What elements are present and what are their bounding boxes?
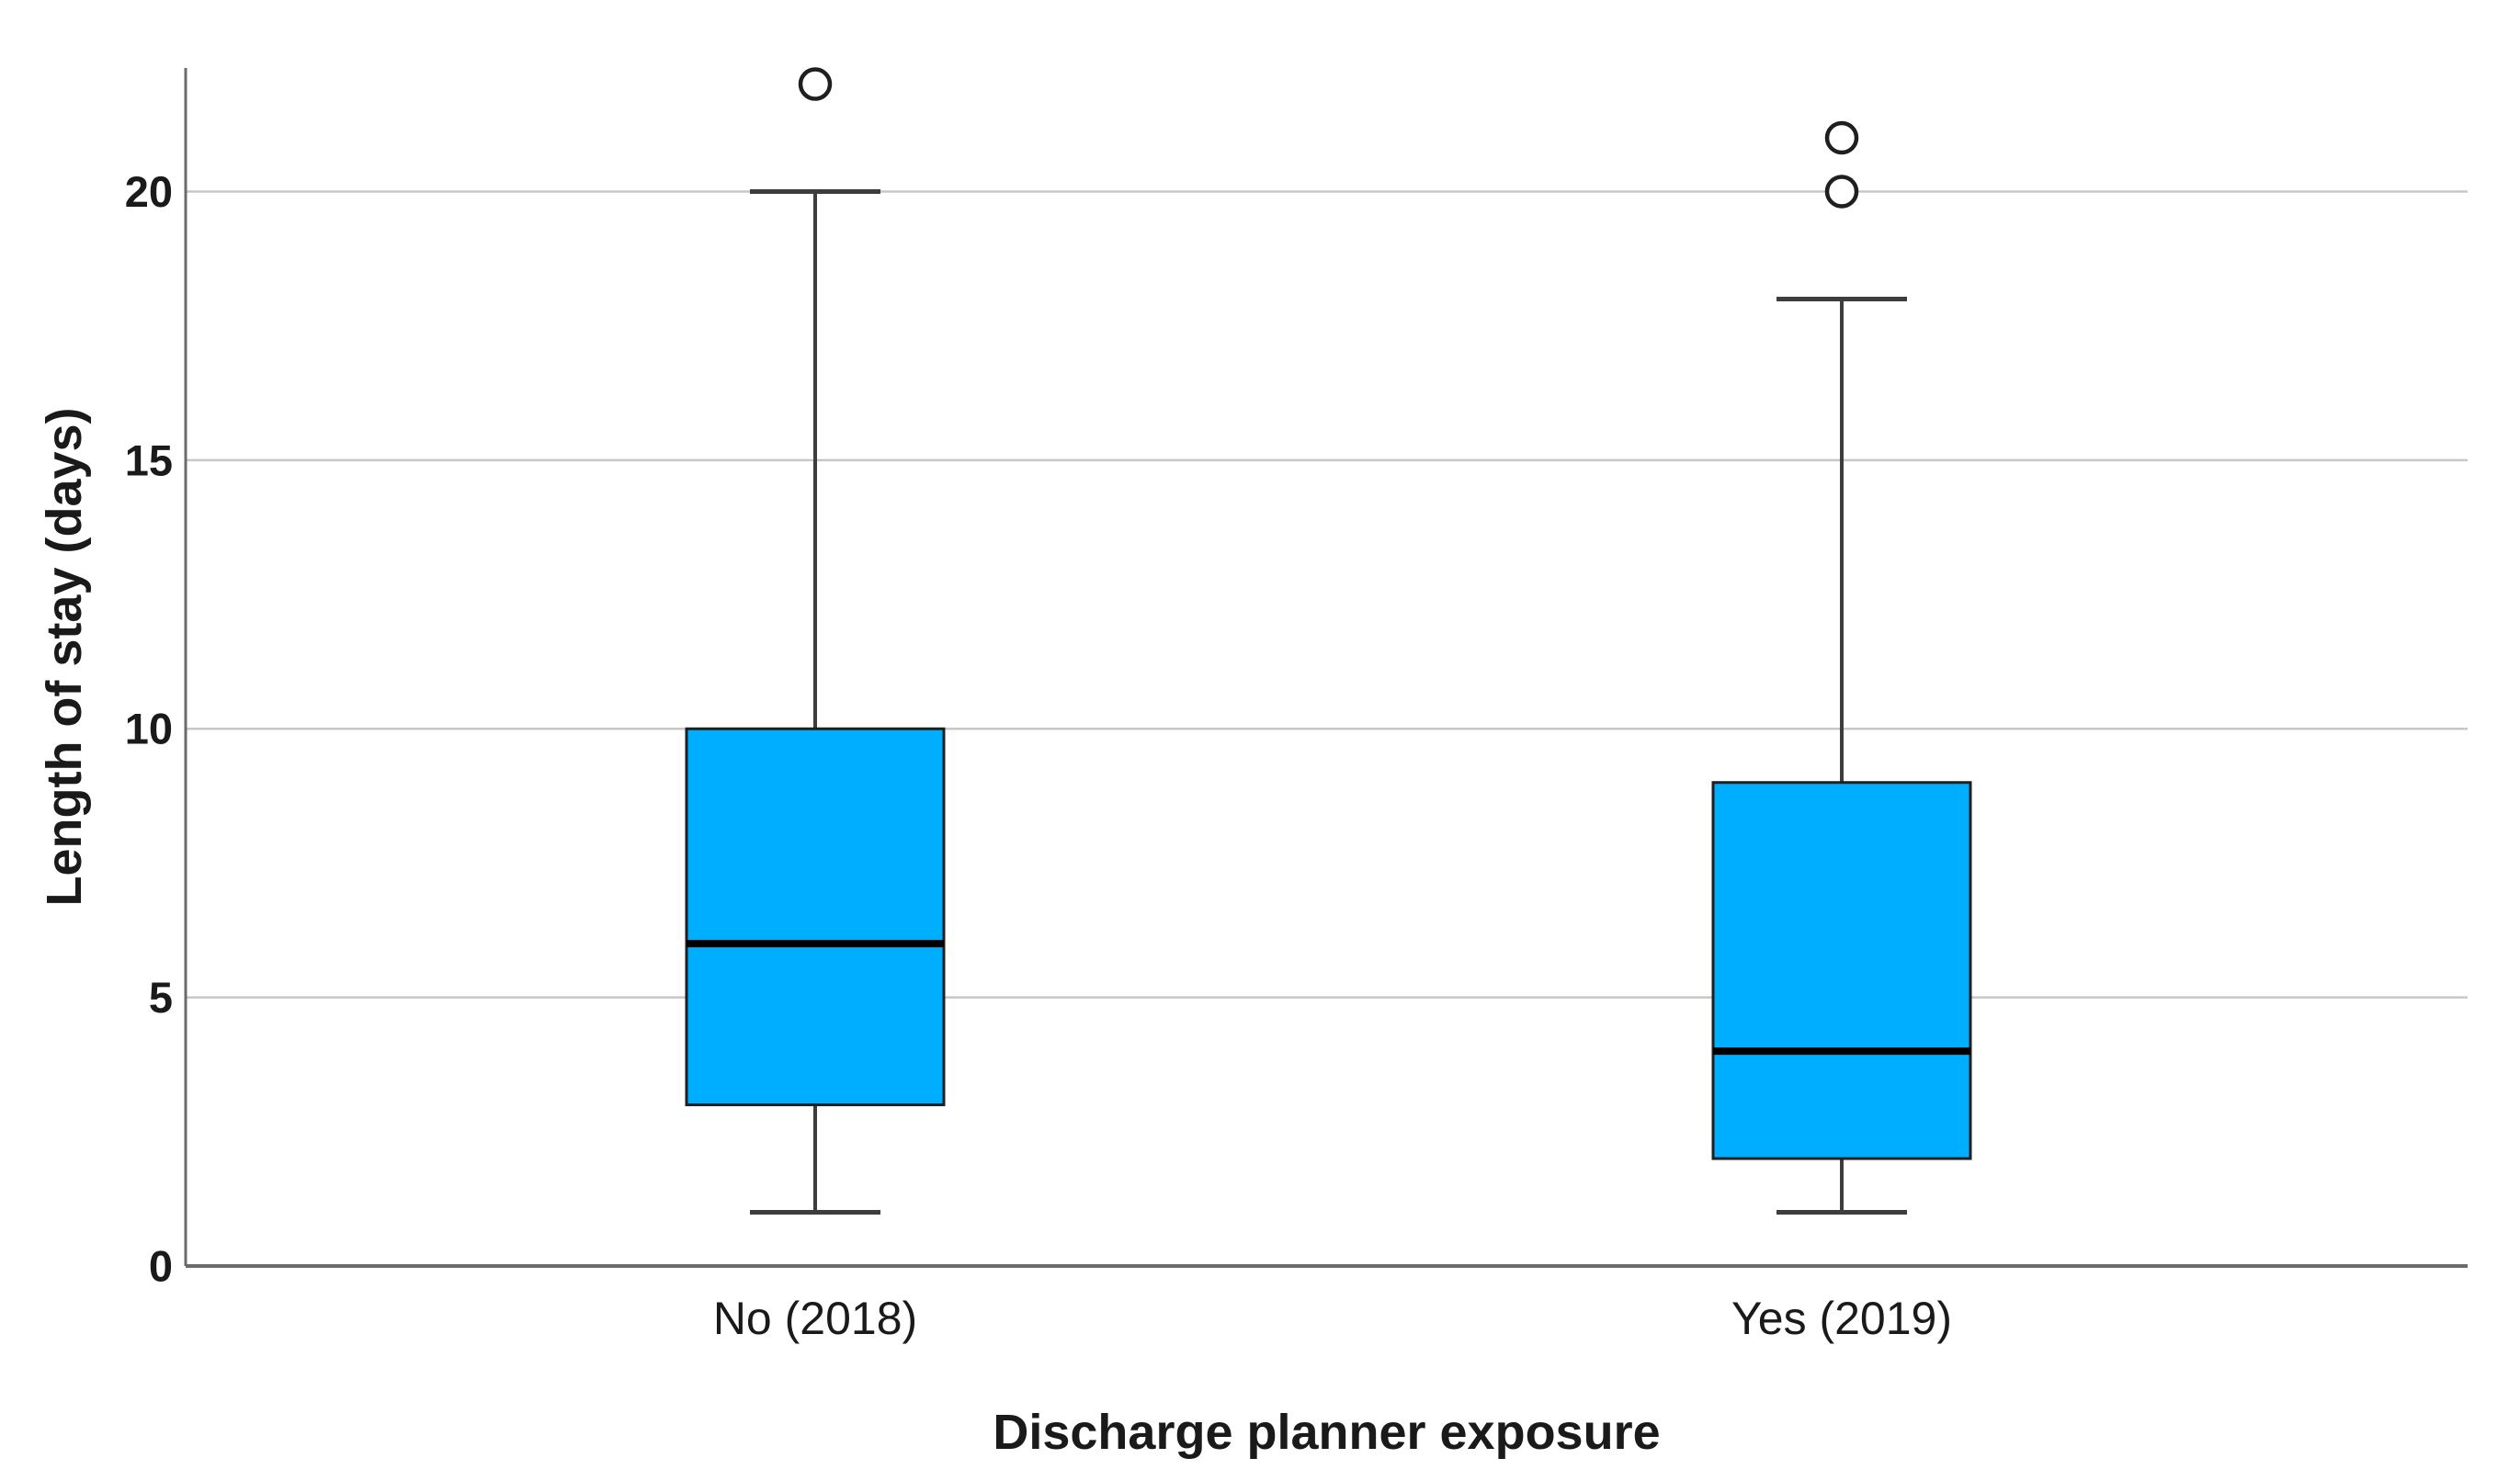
iqr-box-0: [685, 727, 946, 1107]
y-tick-label-0: 0: [149, 1242, 173, 1291]
x-category-label-1: Yes (2019): [1731, 1293, 1952, 1344]
iqr-box-1: [1711, 781, 1972, 1160]
y-axis-title: Length of stay (days): [37, 407, 92, 907]
y-tick-label-20: 20: [125, 167, 173, 216]
outlier-point: [1824, 175, 1859, 209]
y-tick-label-5: 5: [149, 973, 173, 1022]
y-tick-label-10: 10: [125, 705, 173, 753]
outlier-point: [798, 67, 833, 101]
y-tick-label-15: 15: [125, 435, 173, 484]
x-axis-title: Discharge planner exposure: [993, 1405, 1661, 1460]
outlier-point: [1824, 120, 1859, 155]
x-category-label-0: No (2018): [713, 1293, 917, 1344]
